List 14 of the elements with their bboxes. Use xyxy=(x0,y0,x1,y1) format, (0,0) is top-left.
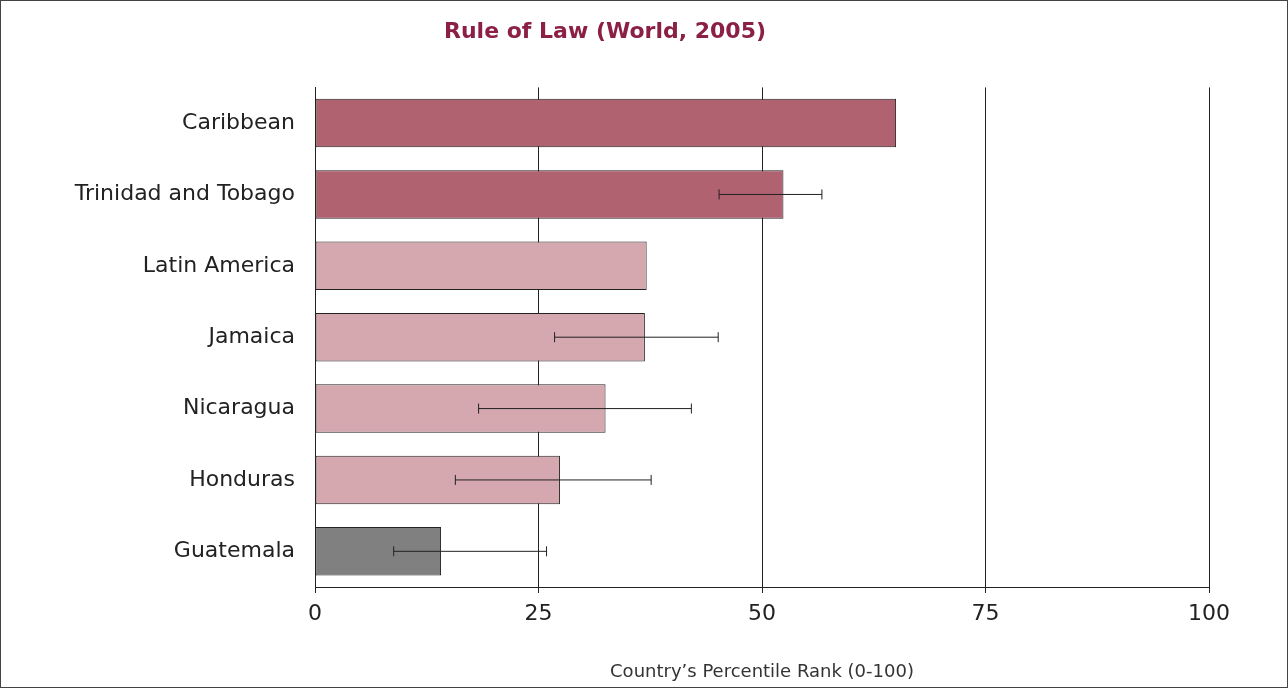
chart-title: Rule of Law (World, 2005) xyxy=(443,17,767,43)
x-tick-label: 75 xyxy=(971,599,1000,625)
y-tick-label: Trinidad and Tobago xyxy=(73,180,295,206)
x-tick-label: 100 xyxy=(1188,599,1230,625)
x-axis-title: Country’s Percentile Rank (0-100) xyxy=(610,659,914,681)
x-tick-label: 25 xyxy=(524,599,553,625)
y-tick-label: Caribbean xyxy=(182,108,295,134)
y-tick-label: Latin America xyxy=(142,251,295,277)
x-tick-label: 0 xyxy=(308,599,322,625)
y-tick-label: Honduras xyxy=(189,465,295,491)
x-tick-label: 50 xyxy=(748,599,776,625)
y-tick-label: Nicaragua xyxy=(182,394,295,420)
y-tick-label: Guatemala xyxy=(173,537,295,563)
y-tick-label: Jamaica xyxy=(206,322,295,348)
